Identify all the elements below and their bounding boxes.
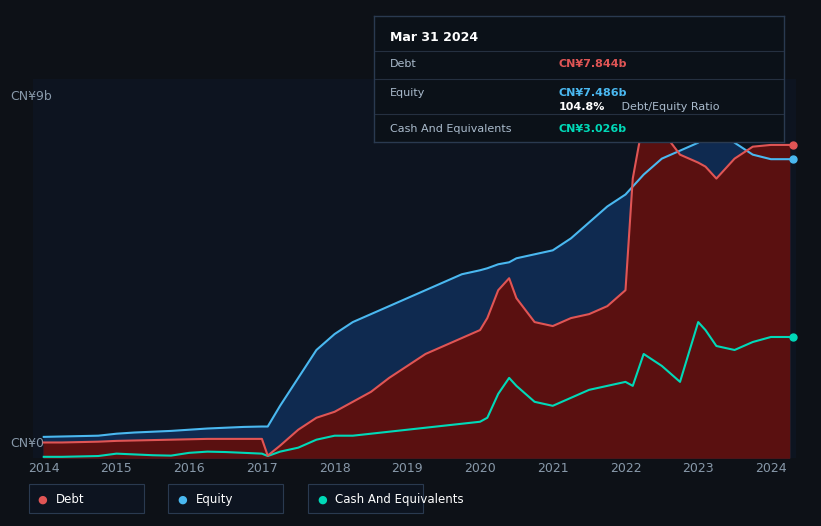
Text: CN¥0: CN¥0	[10, 437, 44, 450]
Text: ●: ●	[317, 494, 327, 505]
Text: ●: ●	[177, 494, 187, 505]
Text: Equity: Equity	[390, 88, 425, 98]
Text: CN¥7.486b: CN¥7.486b	[558, 88, 626, 98]
Text: Debt/Equity Ratio: Debt/Equity Ratio	[618, 102, 719, 112]
Text: Debt: Debt	[56, 493, 85, 506]
Text: ●: ●	[38, 494, 48, 505]
Text: CN¥3.026b: CN¥3.026b	[558, 124, 626, 135]
Text: Cash And Equivalents: Cash And Equivalents	[335, 493, 464, 506]
Text: Debt: Debt	[390, 59, 417, 69]
Text: 104.8%: 104.8%	[558, 102, 604, 112]
Text: Cash And Equivalents: Cash And Equivalents	[390, 124, 511, 135]
Text: Mar 31 2024: Mar 31 2024	[390, 31, 478, 44]
Text: CN¥9b: CN¥9b	[10, 90, 52, 103]
Text: CN¥7.844b: CN¥7.844b	[558, 59, 626, 69]
Text: Equity: Equity	[195, 493, 233, 506]
